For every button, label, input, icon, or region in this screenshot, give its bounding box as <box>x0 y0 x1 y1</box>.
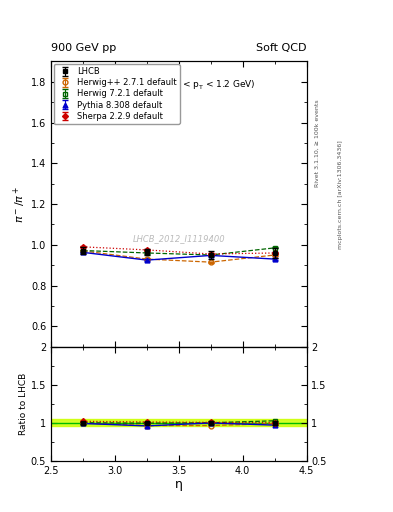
Text: 900 GeV pp: 900 GeV pp <box>51 43 116 53</box>
Legend: LHCB, Herwig++ 2.7.1 default, Herwig 7.2.1 default, Pythia 8.308 default, Sherpa: LHCB, Herwig++ 2.7.1 default, Herwig 7.2… <box>53 64 180 124</box>
Text: mcplots.cern.ch [arXiv:1306.3436]: mcplots.cern.ch [arXiv:1306.3436] <box>338 140 343 249</box>
Text: LHCB_2012_I1119400: LHCB_2012_I1119400 <box>132 234 225 243</box>
Text: $\pi^-/\pi^+$ vs $|y|$ (0.8 < p$_\mathrm{T}$ < 1.2 GeV): $\pi^-/\pi^+$ vs $|y|$ (0.8 < p$_\mathrm… <box>101 78 256 92</box>
Bar <box>51 419 307 426</box>
X-axis label: η: η <box>175 478 183 492</box>
Text: Rivet 3.1.10, ≥ 100k events: Rivet 3.1.10, ≥ 100k events <box>314 99 320 187</box>
Y-axis label: $\pi^-/\pi^+$: $\pi^-/\pi^+$ <box>12 185 28 223</box>
Y-axis label: Ratio to LHCB: Ratio to LHCB <box>19 373 28 435</box>
Text: Soft QCD: Soft QCD <box>256 43 307 53</box>
